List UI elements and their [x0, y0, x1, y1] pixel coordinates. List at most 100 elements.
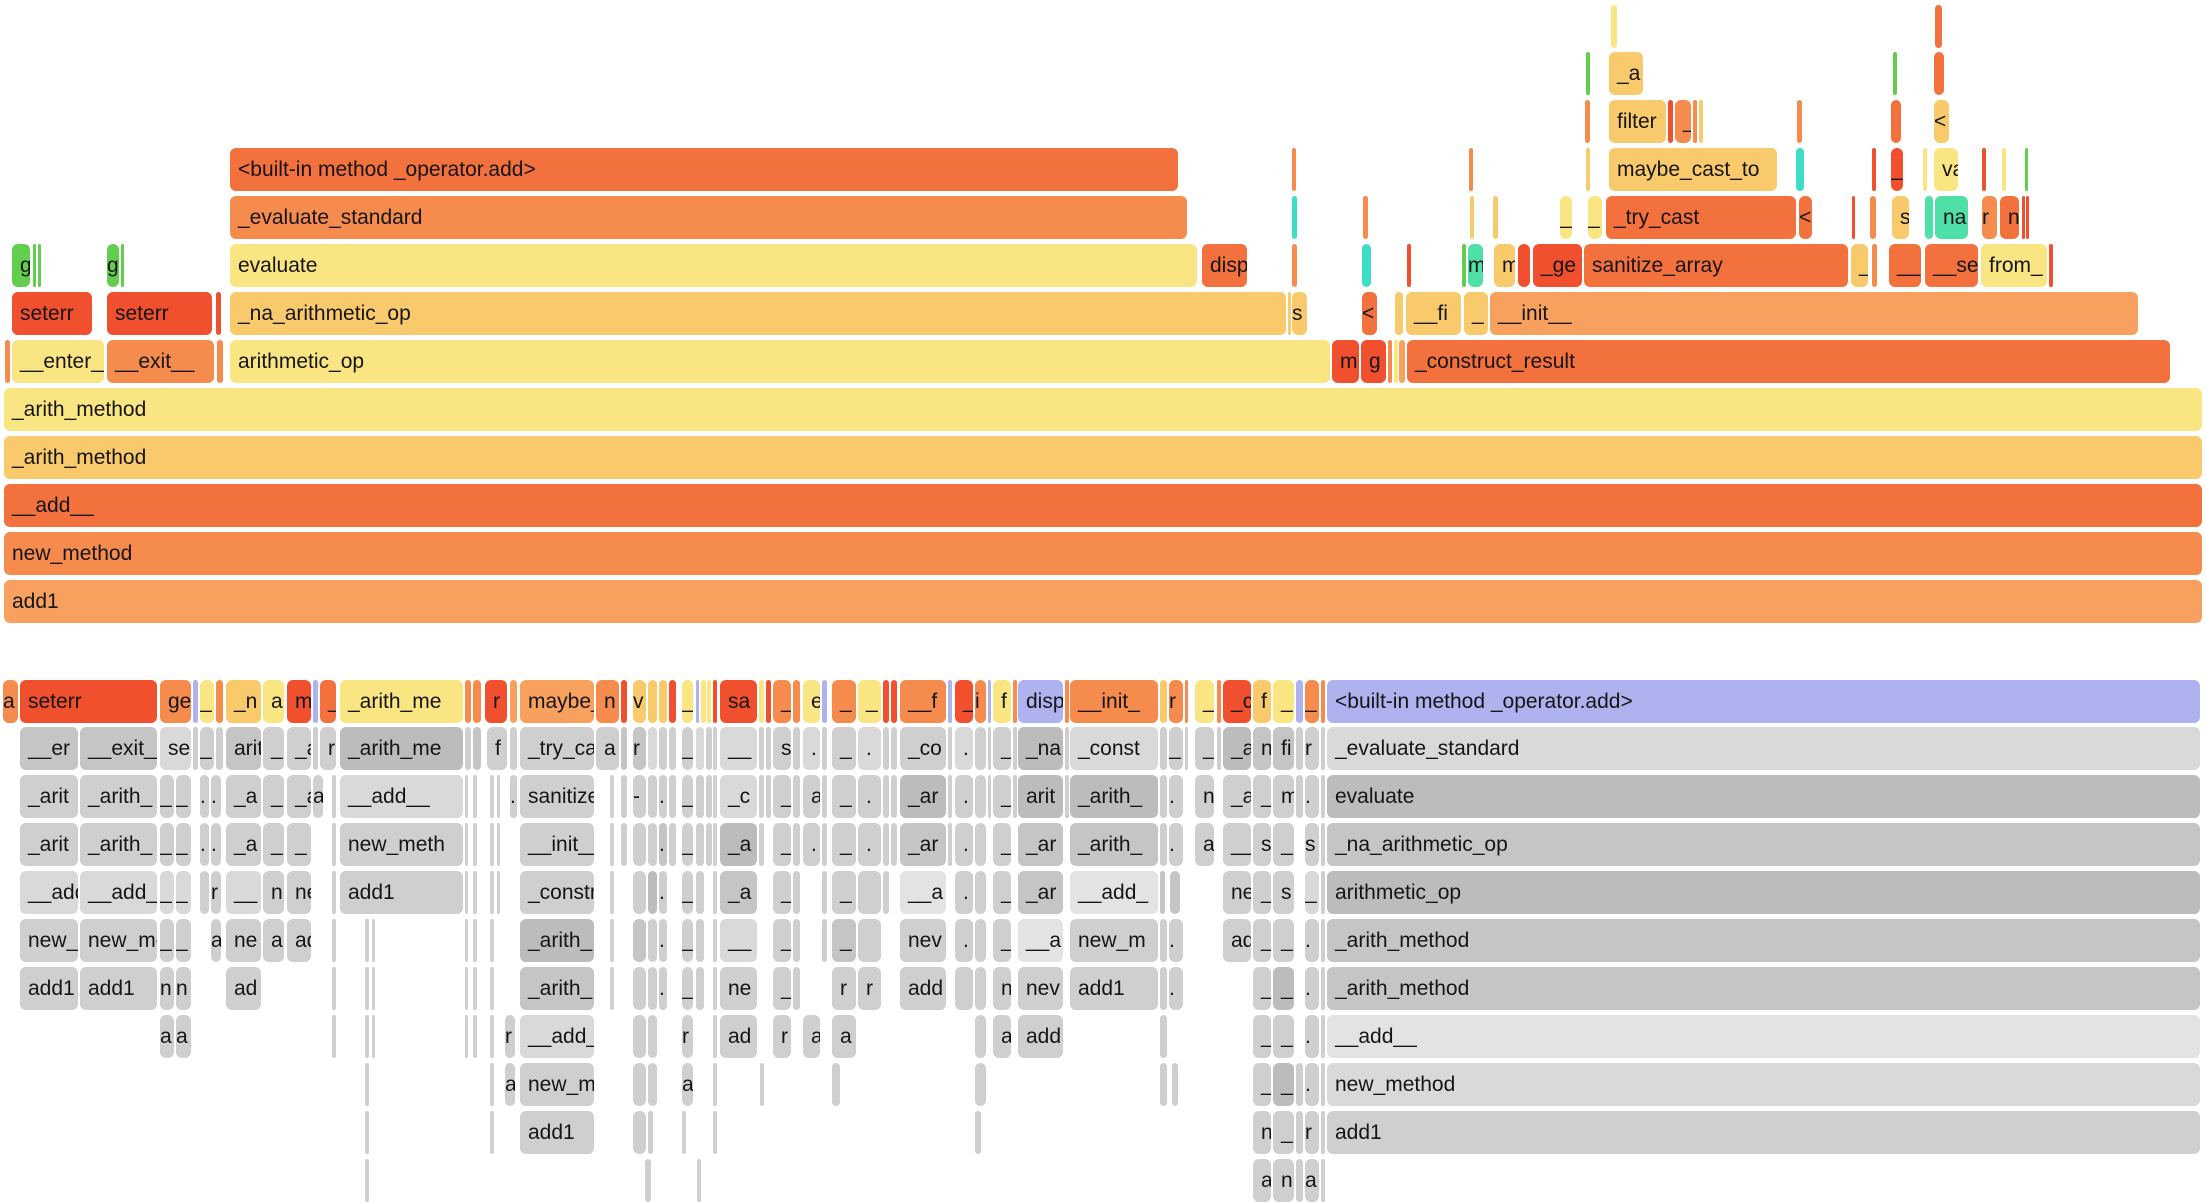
- frame-bar[interactable]: [5, 340, 10, 383]
- frame-bar[interactable]: [648, 680, 657, 723]
- frame-bar-_[interactable]: _: [287, 823, 311, 866]
- frame-bar-new_method[interactable]: new_method: [1327, 1063, 2200, 1106]
- frame-bar-seterr[interactable]: seterr: [12, 292, 92, 335]
- frame-bar--[interactable]: .: [858, 823, 881, 866]
- frame-bar--[interactable]: .: [858, 775, 881, 818]
- frame-bar-_a[interactable]: _a: [1223, 775, 1251, 818]
- frame-bar-_na[interactable]: _na: [1018, 727, 1063, 770]
- frame-bar[interactable]: [497, 871, 500, 914]
- frame-bar[interactable]: [766, 775, 771, 818]
- frame-bar[interactable]: [465, 919, 468, 962]
- frame-bar-a[interactable]: a: [313, 775, 323, 818]
- frame-bar[interactable]: [975, 967, 986, 1010]
- frame-bar[interactable]: [707, 680, 711, 723]
- frame-bar[interactable]: [696, 871, 704, 914]
- frame-bar[interactable]: [1296, 1111, 1303, 1154]
- frame-bar-_[interactable]: _: [682, 967, 693, 1010]
- frame-bar[interactable]: [621, 775, 627, 818]
- frame-bar[interactable]: [1321, 680, 1325, 723]
- frame-bar[interactable]: [669, 680, 676, 723]
- frame-bar[interactable]: [465, 823, 468, 866]
- frame-bar[interactable]: [669, 775, 676, 818]
- frame-bar[interactable]: [1395, 292, 1403, 335]
- frame-bar[interactable]: [633, 871, 646, 914]
- frame-bar-r[interactable]: r: [682, 1015, 693, 1058]
- frame-bar-_c[interactable]: _c: [720, 775, 757, 818]
- frame-bar[interactable]: [465, 967, 468, 1010]
- frame-bar[interactable]: [822, 871, 827, 914]
- frame-bar[interactable]: [1296, 680, 1303, 723]
- frame-bar[interactable]: [633, 823, 646, 866]
- frame-bar[interactable]: [1321, 1111, 1325, 1154]
- frame-bar[interactable]: [713, 919, 717, 962]
- frame-bar[interactable]: [713, 775, 717, 818]
- frame-bar-_[interactable]: _: [1195, 680, 1214, 723]
- frame-bar[interactable]: [706, 775, 712, 818]
- frame-bar-_[interactable]: _: [1305, 680, 1319, 723]
- frame-bar-_[interactable]: _: [832, 823, 856, 866]
- frame-bar--[interactable]: -: [633, 775, 646, 818]
- frame-bar-nev[interactable]: nev: [1018, 967, 1063, 1010]
- frame-bar-_[interactable]: _: [263, 727, 284, 770]
- frame-bar-from_[interactable]: from_: [1981, 244, 2047, 287]
- frame-bar-__add_[interactable]: __add_: [1070, 871, 1158, 914]
- frame-bar[interactable]: [701, 680, 706, 723]
- frame-bar-ad[interactable]: ad: [1223, 919, 1251, 962]
- frame-bar[interactable]: [1065, 680, 1069, 723]
- frame-bar[interactable]: [696, 680, 699, 723]
- frame-bar-_[interactable]: _: [682, 680, 693, 723]
- frame-bar-a[interactable]: a: [832, 1015, 856, 1058]
- frame-bar-_[interactable]: _: [832, 727, 856, 770]
- frame-bar[interactable]: [610, 967, 614, 1010]
- frame-bar-_arith_[interactable]: _arith_: [80, 823, 157, 866]
- frame-bar-_[interactable]: _: [1560, 196, 1572, 239]
- frame-bar-_[interactable]: _: [263, 775, 284, 818]
- frame-bar-_arith_method[interactable]: _arith_method: [4, 388, 2202, 431]
- frame-bar[interactable]: [883, 823, 889, 866]
- frame-bar-_[interactable]: _: [176, 919, 191, 962]
- frame-bar-_[interactable]: _: [858, 680, 881, 723]
- frame-bar--[interactable]: .: [1169, 919, 1183, 962]
- frame-bar--[interactable]: .: [659, 823, 667, 866]
- frame-bar-__exit__[interactable]: __exit__: [80, 727, 157, 770]
- frame-bar--[interactable]: .: [1305, 1063, 1319, 1106]
- frame-bar--[interactable]: .: [200, 823, 209, 866]
- frame-bar--[interactable]: .: [1305, 919, 1319, 962]
- frame-bar-s[interactable]: s: [1292, 292, 1307, 335]
- frame-bar-seterr[interactable]: seterr: [107, 292, 212, 335]
- frame-bar[interactable]: [1925, 196, 1933, 239]
- frame-bar[interactable]: [1469, 148, 1473, 191]
- frame-bar-_arith_[interactable]: _arith_: [520, 919, 594, 962]
- frame-bar[interactable]: [883, 775, 889, 818]
- frame-bar[interactable]: [858, 871, 881, 914]
- frame-bar-f[interactable]: f: [487, 727, 507, 770]
- frame-bar[interactable]: [1296, 1159, 1303, 1202]
- frame-bar-r[interactable]: r: [1169, 680, 1183, 723]
- frame-bar[interactable]: [1493, 196, 1498, 239]
- frame-bar[interactable]: [490, 1063, 494, 1106]
- frame-bar[interactable]: [648, 1063, 657, 1106]
- frame-bar[interactable]: [822, 823, 827, 866]
- frame-bar[interactable]: [1321, 871, 1325, 914]
- frame-bar--[interactable]: .: [1169, 775, 1183, 818]
- frame-bar--[interactable]: .: [211, 823, 221, 866]
- frame-bar-__[interactable]: __: [1223, 823, 1251, 866]
- frame-bar-nev[interactable]: nev: [900, 919, 946, 962]
- frame-bar-_[interactable]: _: [1253, 775, 1271, 818]
- frame-bar[interactable]: [1693, 100, 1697, 143]
- frame-bar-r[interactable]: r: [1305, 727, 1319, 770]
- frame-bar-_[interactable]: _: [200, 680, 214, 723]
- frame-bar-_[interactable]: _: [1253, 967, 1271, 1010]
- frame-bar-add1[interactable]: add1: [1070, 967, 1158, 1010]
- frame-bar--[interactable]: .: [1305, 775, 1319, 818]
- frame-bar[interactable]: [759, 823, 764, 866]
- frame-bar-_evaluate_standard[interactable]: _evaluate_standard: [230, 196, 1187, 239]
- frame-bar[interactable]: [696, 919, 704, 962]
- frame-bar[interactable]: [1585, 100, 1590, 143]
- frame-bar-_evaluate_standard[interactable]: _evaluate_standard: [1327, 727, 2200, 770]
- frame-bar[interactable]: [497, 775, 500, 818]
- frame-bar-_[interactable]: _: [993, 727, 1011, 770]
- frame-bar[interactable]: [669, 727, 676, 770]
- frame-bar--[interactable]: .: [1305, 967, 1319, 1010]
- frame-bar-_const[interactable]: _const: [1070, 727, 1158, 770]
